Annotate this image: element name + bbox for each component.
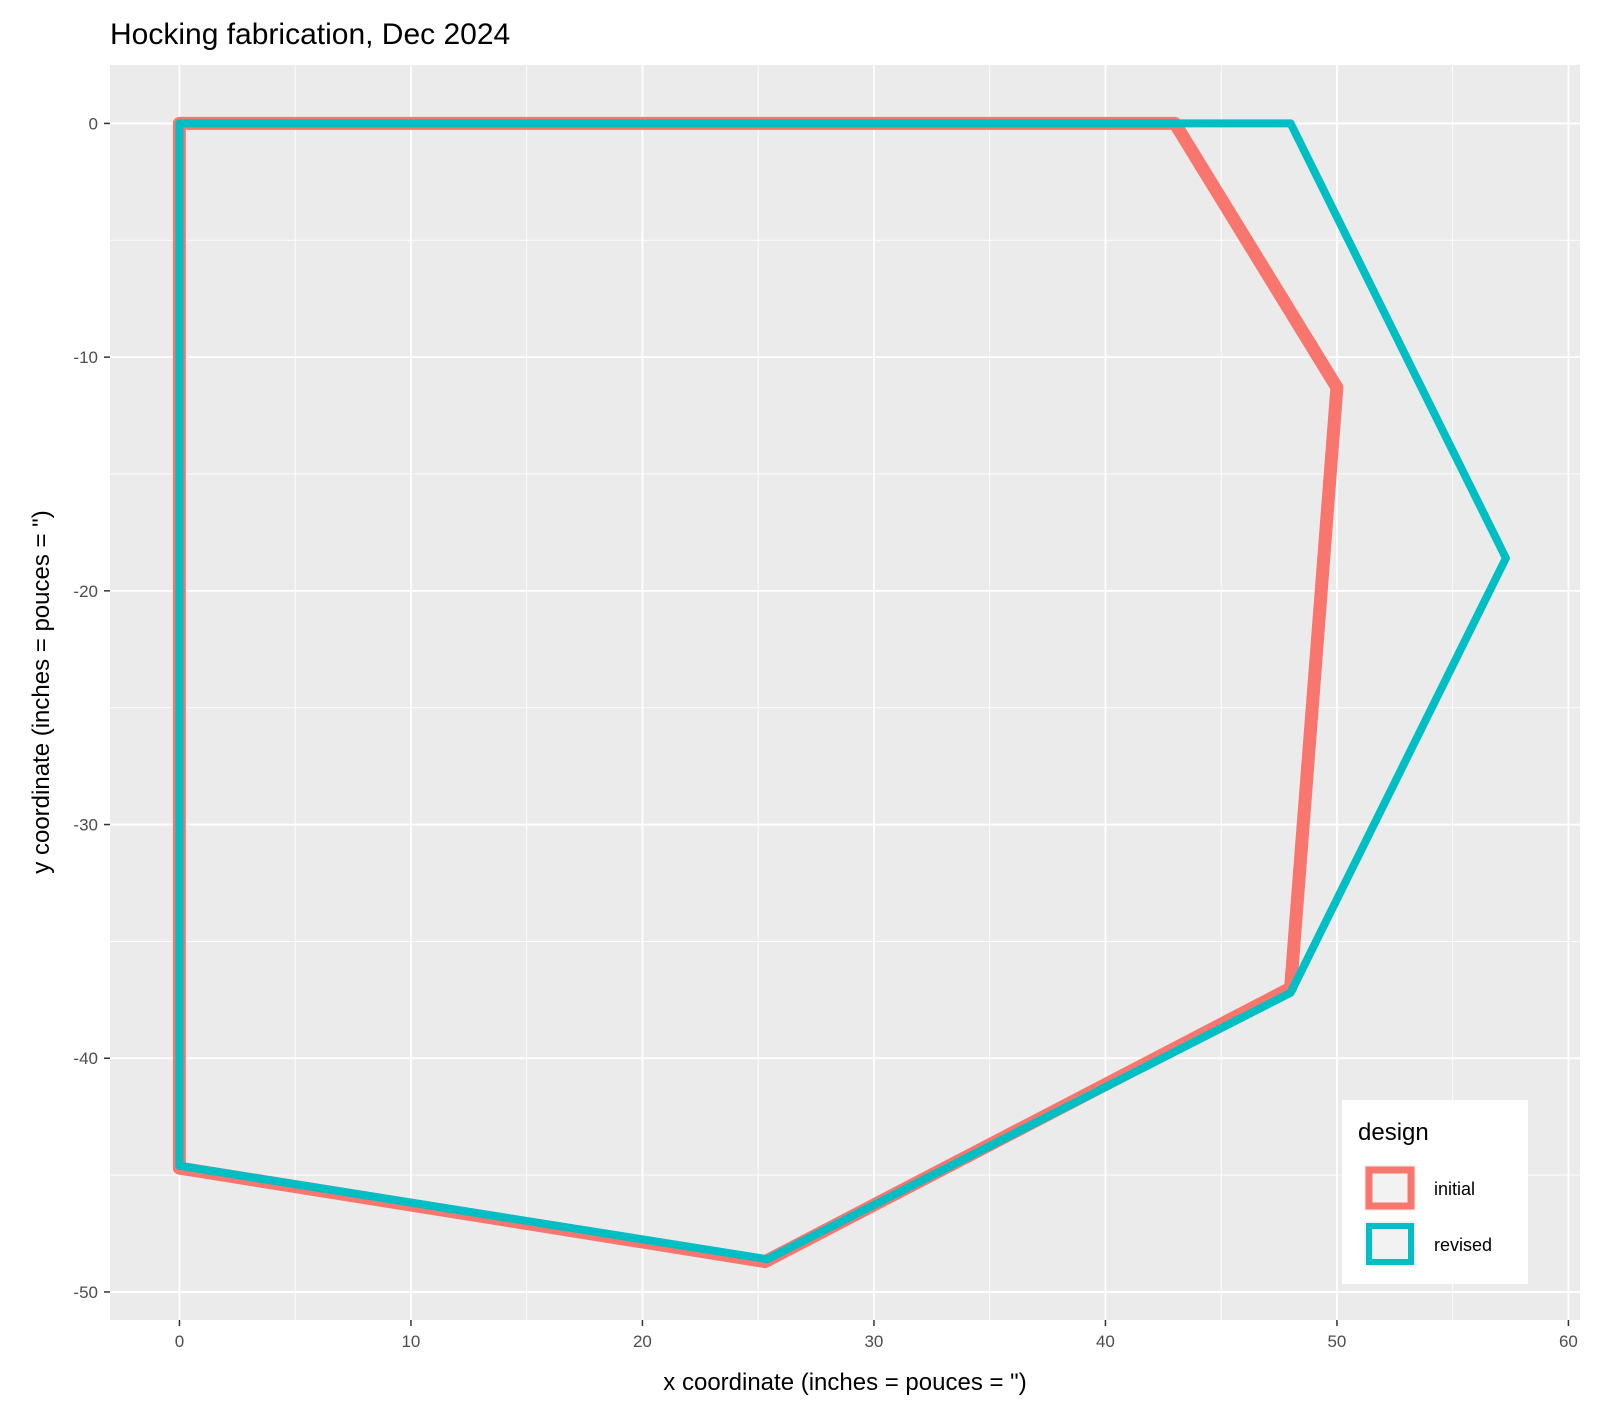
x-tick-label: 50 bbox=[1327, 1332, 1346, 1351]
y-axis-title: y coordinate (inches = pouces = ") bbox=[28, 510, 55, 873]
minor-gridlines bbox=[110, 65, 1580, 1320]
y-tick-label: -20 bbox=[73, 582, 98, 601]
x-tick-label: 0 bbox=[175, 1332, 184, 1351]
legend-title: design bbox=[1358, 1119, 1429, 1146]
x-tick-label: 10 bbox=[401, 1332, 420, 1351]
x-tick-label: 40 bbox=[1096, 1332, 1115, 1351]
y-tick-label: 0 bbox=[89, 114, 98, 133]
x-tick-label: 20 bbox=[633, 1332, 652, 1351]
y-tick-label: -40 bbox=[73, 1049, 98, 1068]
x-axis-ticks: 0 10 20 30 40 50 60 bbox=[175, 1320, 1578, 1351]
series-revised bbox=[175, 119, 1510, 1264]
y-tick-label: -10 bbox=[73, 348, 98, 367]
series-layer bbox=[172, 116, 1510, 1269]
chart-title: Hocking fabrication, Dec 2024 bbox=[110, 18, 510, 51]
legend-items: initial revised bbox=[1364, 1165, 1492, 1267]
y-axis-ticks: 0 -10 -20 -30 -40 -50 bbox=[73, 114, 110, 1302]
x-tick-label: 30 bbox=[864, 1332, 883, 1351]
legend-key-revised bbox=[1366, 1223, 1414, 1265]
legend-label-revised: revised bbox=[1434, 1235, 1492, 1255]
legend-label-initial: initial bbox=[1434, 1179, 1475, 1199]
x-tick-label: 60 bbox=[1559, 1332, 1578, 1351]
x-axis-title: x coordinate (inches = pouces = ") bbox=[663, 1369, 1026, 1396]
plot-panel bbox=[110, 65, 1580, 1320]
y-tick-label: -30 bbox=[73, 816, 98, 835]
legend: design initial revised bbox=[1342, 1100, 1528, 1284]
legend-key-initial bbox=[1365, 1166, 1415, 1210]
y-tick-label: -50 bbox=[73, 1283, 98, 1302]
